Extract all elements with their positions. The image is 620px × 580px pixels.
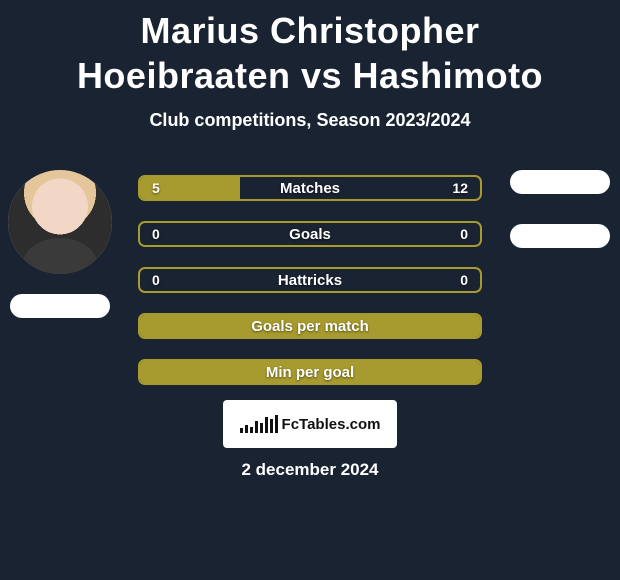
- stats-bars: 5 12 Matches 0 0 Goals 0 0 Hattricks Goals per ma…: [138, 175, 482, 385]
- date-text: 2 december 2024: [0, 460, 620, 480]
- stat-bar: 0 0 Goals: [138, 221, 482, 247]
- stat-value-right: 0: [460, 272, 468, 288]
- logo-bars-icon: [240, 415, 278, 433]
- stat-value-right: 0: [460, 226, 468, 242]
- stat-label: Hattricks: [278, 272, 342, 289]
- player-left-avatar: [8, 170, 112, 274]
- player-right-name-pill-1: [510, 170, 610, 194]
- player-right-column: [500, 170, 620, 248]
- subtitle: Club competitions, Season 2023/2024: [0, 110, 620, 131]
- stat-value-right: 12: [452, 180, 468, 196]
- stat-bar: Min per goal: [138, 359, 482, 385]
- stat-value-left: 0: [152, 272, 160, 288]
- stat-label: Goals: [289, 226, 331, 243]
- player-photo-placeholder: [8, 170, 112, 274]
- stat-value-left: 5: [152, 180, 160, 196]
- stat-label: Min per goal: [266, 364, 354, 381]
- logo-text: FcTables.com: [282, 416, 381, 433]
- stat-label: Matches: [280, 180, 340, 197]
- stat-bar: 5 12 Matches: [138, 175, 482, 201]
- page-title: Marius Christopher Hoeibraaten vs Hashim…: [0, 0, 620, 98]
- stat-bar: Goals per match: [138, 313, 482, 339]
- fctables-logo: FcTables.com: [223, 400, 397, 448]
- stat-label: Goals per match: [251, 318, 369, 335]
- stat-bar: 0 0 Hattricks: [138, 267, 482, 293]
- player-left-name-pill: [10, 294, 110, 318]
- player-left-column: [0, 170, 120, 318]
- player-right-name-pill-2: [510, 224, 610, 248]
- stat-value-left: 0: [152, 226, 160, 242]
